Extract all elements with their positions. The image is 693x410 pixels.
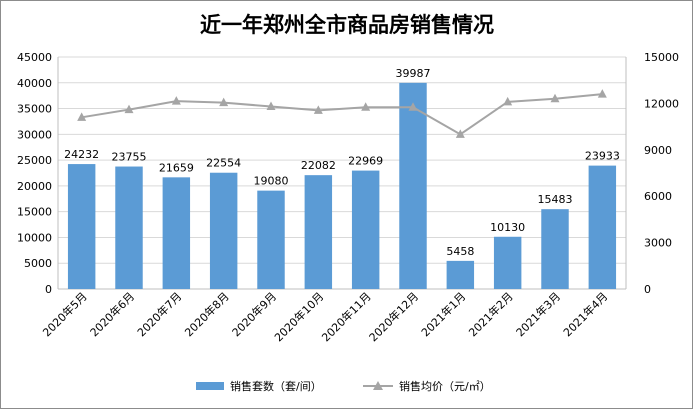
bar-value-label: 15483 [538,193,573,206]
x-tick-label: 2021年1月 [418,289,468,339]
price-point [361,102,371,111]
x-tick-label: 2020年12月 [366,289,421,344]
y-left-tick-label: 25000 [17,154,52,167]
bar-value-label: 23933 [585,150,620,163]
bar [541,209,569,289]
price-point [408,102,418,111]
bar-value-label: 23755 [112,151,147,164]
legend-bar-swatch [196,382,224,390]
legend: 销售套数（套/间） 销售均价（元/㎡） [196,379,491,393]
x-tick-label: 2020年9月 [229,289,279,339]
bar [588,165,617,289]
bar [115,166,143,289]
bar-value-label: 19080 [254,175,289,188]
price-point [455,129,465,138]
bar [304,175,333,289]
bar-value-label: 5458 [446,245,474,258]
x-tick-label: 2020年6月 [87,289,137,339]
bar [493,236,522,289]
price-point [77,112,87,121]
legend-line-label: 销售均价（元/㎡） [399,379,491,393]
y-left-tick-label: 15000 [17,206,52,219]
price-point [124,104,134,114]
price-line [81,93,603,136]
y-right-tick-label: 9000 [644,144,672,157]
bar [257,190,285,289]
data-labels: 24232 23755 21659 22554 19080 22082 22969 39987… [64,67,620,258]
bar-value-label: 22969 [348,155,383,168]
chart-title: 近一年郑州全市商品房销售情况 [200,13,494,37]
bar [209,172,238,289]
bar-value-label: 24232 [64,148,99,161]
y-left-tick-label: 35000 [17,103,52,116]
y-left-tick-label: 10000 [17,231,52,244]
y-left-tick-label: 30000 [17,128,52,141]
bar [399,82,427,289]
line-series [77,89,607,138]
legend-bar-label: 销售套数（套/间） [230,379,322,393]
price-point [171,96,181,105]
bar-value-label: 10130 [490,221,525,234]
y-right-tick-label: 12000 [644,97,679,110]
x-tick-label: 2020年7月 [134,289,184,339]
bar-value-label: 22082 [301,159,336,172]
bar-series [67,82,617,289]
y-right-tick-label: 6000 [644,190,672,203]
y-left-tick-label: 0 [45,283,52,296]
price-point [313,105,323,114]
price-point [266,101,276,110]
price-point [597,89,607,98]
y-right-tick-label: 0 [644,283,651,296]
y-left-tick-label: 40000 [17,77,52,90]
price-point [219,97,229,107]
x-tick-label: 2020年8月 [182,289,232,339]
gridlines [58,56,626,290]
bar [446,260,475,289]
y-right-tick-label: 3000 [644,237,672,250]
bar-value-label: 21659 [159,161,194,174]
x-tick-label: 2020年10月 [271,289,326,344]
x-tick-label: 2021年3月 [513,289,563,339]
y-left-tick-label: 20000 [17,180,52,193]
price-point [550,93,560,103]
bar [67,164,96,289]
bar-value-label: 22554 [206,157,241,170]
x-tick-label: 2021年2月 [466,289,516,339]
legend-triangle-marker-icon [373,381,383,390]
x-tick-label: 2021年4月 [560,289,610,339]
y-left-tick-label: 5000 [24,257,52,270]
price-point [503,96,513,106]
x-tick-label: 2020年11月 [319,289,374,344]
bar [162,177,191,289]
y-right-tick-label: 15000 [644,51,679,64]
bar [351,170,380,289]
bar-value-label: 39987 [396,67,431,80]
x-tick-label: 2020年5月 [40,289,90,339]
y-left-tick-label: 45000 [17,51,52,64]
